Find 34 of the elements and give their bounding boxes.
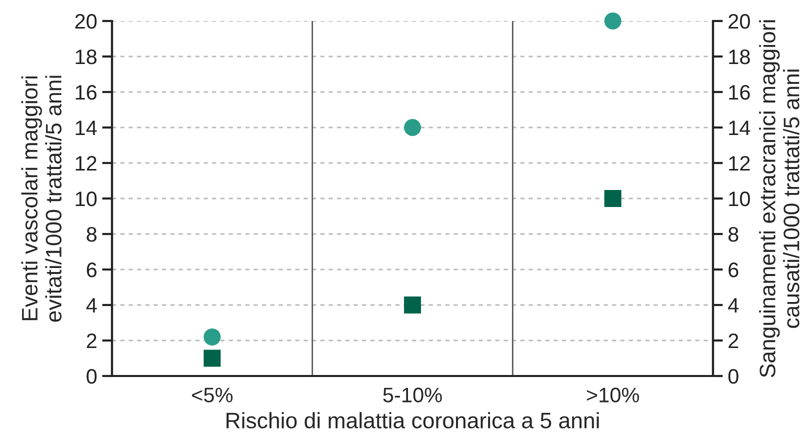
point <box>404 296 422 314</box>
y2-tick-label: 20 <box>728 14 750 29</box>
y-tick-label: 6 <box>86 262 96 278</box>
y2-tick-label: 18 <box>729 50 750 64</box>
y-axis-title: Eventi vascolari maggiori evitati/1000 trattati/5 anni <box>21 76 62 322</box>
y-tick-label: 8 <box>86 227 97 242</box>
y2-tick-label: 10 <box>729 192 750 206</box>
y-tick-label: 0 <box>86 369 97 384</box>
point <box>204 350 221 367</box>
y2-tick-label: 4 <box>728 298 739 313</box>
y-tick-label: 2 <box>86 334 96 348</box>
y-tick-label: 10 <box>76 192 97 206</box>
y-tick-label: 20 <box>75 14 97 29</box>
y2-tick-label: 12 <box>729 156 750 171</box>
x-tick-label: <5% <box>192 388 233 402</box>
y-tick-label: 12 <box>76 156 96 171</box>
x-axis-title: Rischio di malattia coronarica a 5 anni <box>226 412 599 428</box>
y-tick-label: 4 <box>86 298 97 313</box>
x-tick-label: 5-10% <box>383 388 442 402</box>
x-tick-label: >10% <box>586 388 640 402</box>
y2-tick-label: 6 <box>728 262 738 278</box>
point <box>604 12 622 30</box>
y2-tick-label: 0 <box>728 369 738 384</box>
point <box>204 328 221 346</box>
y2-axis-title: Sanguinamenti extracranici maggiori causati/1000 trattati/5 anni <box>759 20 800 378</box>
y2-tick-label: 2 <box>728 334 738 348</box>
point <box>404 118 422 136</box>
point <box>604 190 622 208</box>
y-tick-label: 16 <box>76 85 97 100</box>
y2-tick-label: 16 <box>729 85 750 100</box>
y2-tick-label: 8 <box>728 227 738 242</box>
y-tick-label: 14 <box>76 120 97 136</box>
y-tick-label: 18 <box>76 50 97 64</box>
y2-tick-label: 14 <box>729 120 750 136</box>
